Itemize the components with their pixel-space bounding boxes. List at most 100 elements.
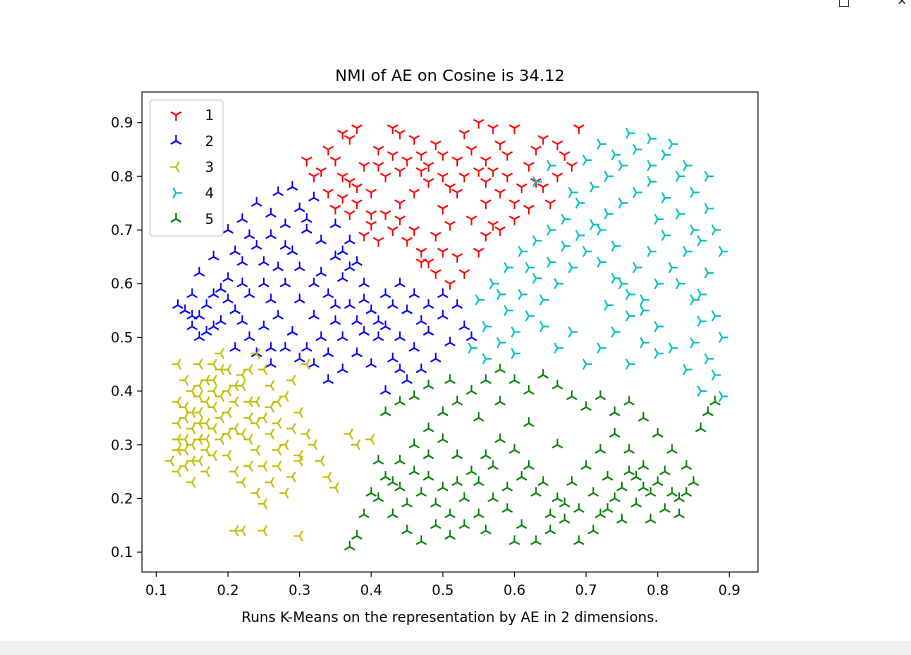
point-series-4	[589, 219, 600, 231]
point-series-2	[208, 250, 220, 261]
point-series-5	[480, 449, 492, 460]
point-series-1	[387, 151, 399, 161]
point-series-5	[645, 487, 657, 497]
point-series-1	[351, 199, 363, 210]
point-series-2	[222, 293, 234, 304]
point-series-4	[639, 294, 650, 306]
point-series-1	[351, 183, 363, 193]
point-series-1	[430, 140, 442, 151]
point-series-2	[358, 293, 370, 304]
point-series-1	[559, 151, 571, 161]
point-series-4	[568, 326, 578, 338]
point-series-5	[444, 508, 456, 519]
point-series-1	[544, 199, 556, 210]
point-series-2	[258, 320, 270, 331]
point-series-2	[279, 277, 291, 288]
point-series-5	[523, 417, 535, 427]
point-series-1	[394, 199, 406, 210]
point-series-5	[365, 487, 377, 497]
point-series-3	[164, 455, 175, 467]
point-series-2	[322, 374, 334, 384]
point-series-5	[415, 487, 427, 497]
point-series-2	[308, 309, 320, 320]
point-series-3	[179, 444, 189, 456]
point-series-4	[517, 245, 528, 258]
point-series-5	[387, 476, 399, 486]
point-series-3	[300, 358, 311, 370]
legend-marker-3	[170, 161, 180, 173]
point-series-3	[214, 364, 225, 376]
point-series-2	[258, 256, 270, 266]
point-series-2	[451, 299, 463, 309]
point-series-1	[458, 172, 470, 183]
point-series-5	[473, 411, 485, 422]
point-series-3	[236, 525, 246, 537]
maximize-icon[interactable]	[837, 0, 851, 8]
point-series-5	[422, 379, 435, 390]
point-series-5	[594, 444, 606, 454]
point-series-3	[257, 525, 268, 537]
point-series-3	[207, 385, 218, 397]
point-series-1	[451, 188, 463, 199]
point-series-5	[687, 476, 700, 486]
point-series-3	[350, 439, 361, 451]
point-series-2	[329, 299, 341, 309]
point-series-4	[668, 138, 678, 150]
y-tick-label: 0.1	[111, 545, 133, 561]
point-series-5	[559, 513, 571, 524]
point-series-4	[625, 358, 636, 370]
point-series-5	[516, 471, 528, 481]
point-series-2	[236, 315, 248, 325]
point-series-4	[682, 364, 693, 376]
point-series-4	[603, 208, 614, 220]
point-series-5	[573, 503, 585, 513]
point-series-3	[257, 460, 268, 472]
point-series-4	[568, 186, 578, 198]
point-series-2	[315, 234, 327, 245]
point-series-5	[408, 438, 420, 449]
point-series-2	[294, 202, 306, 213]
point-series-5	[637, 460, 649, 470]
point-series-1	[415, 151, 427, 161]
point-series-5	[437, 481, 449, 492]
point-series-1	[523, 161, 535, 172]
x-tick-label: 0.5	[432, 583, 454, 599]
point-series-5	[551, 379, 563, 390]
point-series-3	[186, 385, 196, 397]
point-series-3	[250, 396, 261, 408]
point-series-4	[489, 278, 499, 290]
point-series-1	[523, 204, 535, 215]
point-series-4	[689, 186, 700, 198]
point-series-5	[659, 465, 671, 476]
point-series-2	[437, 288, 449, 299]
point-series-1	[480, 199, 492, 210]
point-series-2	[294, 352, 306, 363]
point-series-2	[294, 293, 306, 304]
point-series-3	[171, 444, 182, 456]
point-series-3	[229, 396, 239, 408]
point-series-4	[467, 342, 478, 354]
point-series-1	[437, 204, 449, 215]
point-series-4	[697, 385, 707, 397]
point-series-1	[451, 156, 463, 167]
point-series-4	[718, 331, 729, 343]
point-series-3	[365, 433, 375, 445]
point-series-2	[208, 288, 220, 299]
point-series-3	[222, 428, 232, 440]
point-series-4	[603, 299, 614, 311]
close-icon[interactable]: ✕	[896, 0, 908, 8]
point-series-4	[632, 186, 643, 198]
point-series-4	[546, 256, 557, 268]
point-series-2	[358, 326, 370, 336]
point-series-2	[272, 186, 284, 197]
point-series-5	[394, 481, 406, 492]
legend-marker-4	[172, 187, 182, 199]
point-series-1	[465, 215, 478, 226]
point-series-5	[530, 487, 542, 497]
point-series-5	[652, 476, 664, 486]
point-series-1	[379, 172, 392, 183]
point-series-4	[553, 342, 564, 354]
point-series-3	[229, 525, 239, 537]
point-series-2	[344, 261, 356, 272]
point-series-4	[553, 278, 564, 290]
